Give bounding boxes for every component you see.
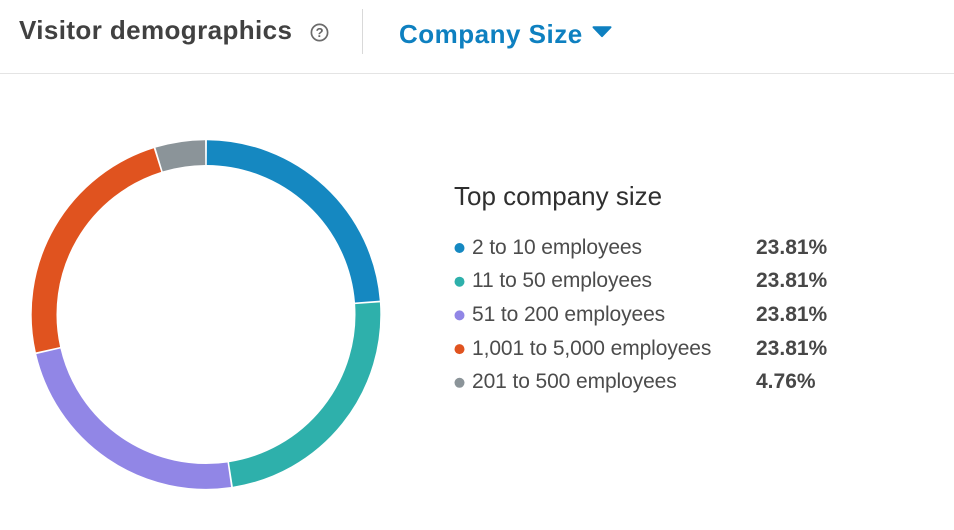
svg-text:?: ? xyxy=(316,25,324,40)
